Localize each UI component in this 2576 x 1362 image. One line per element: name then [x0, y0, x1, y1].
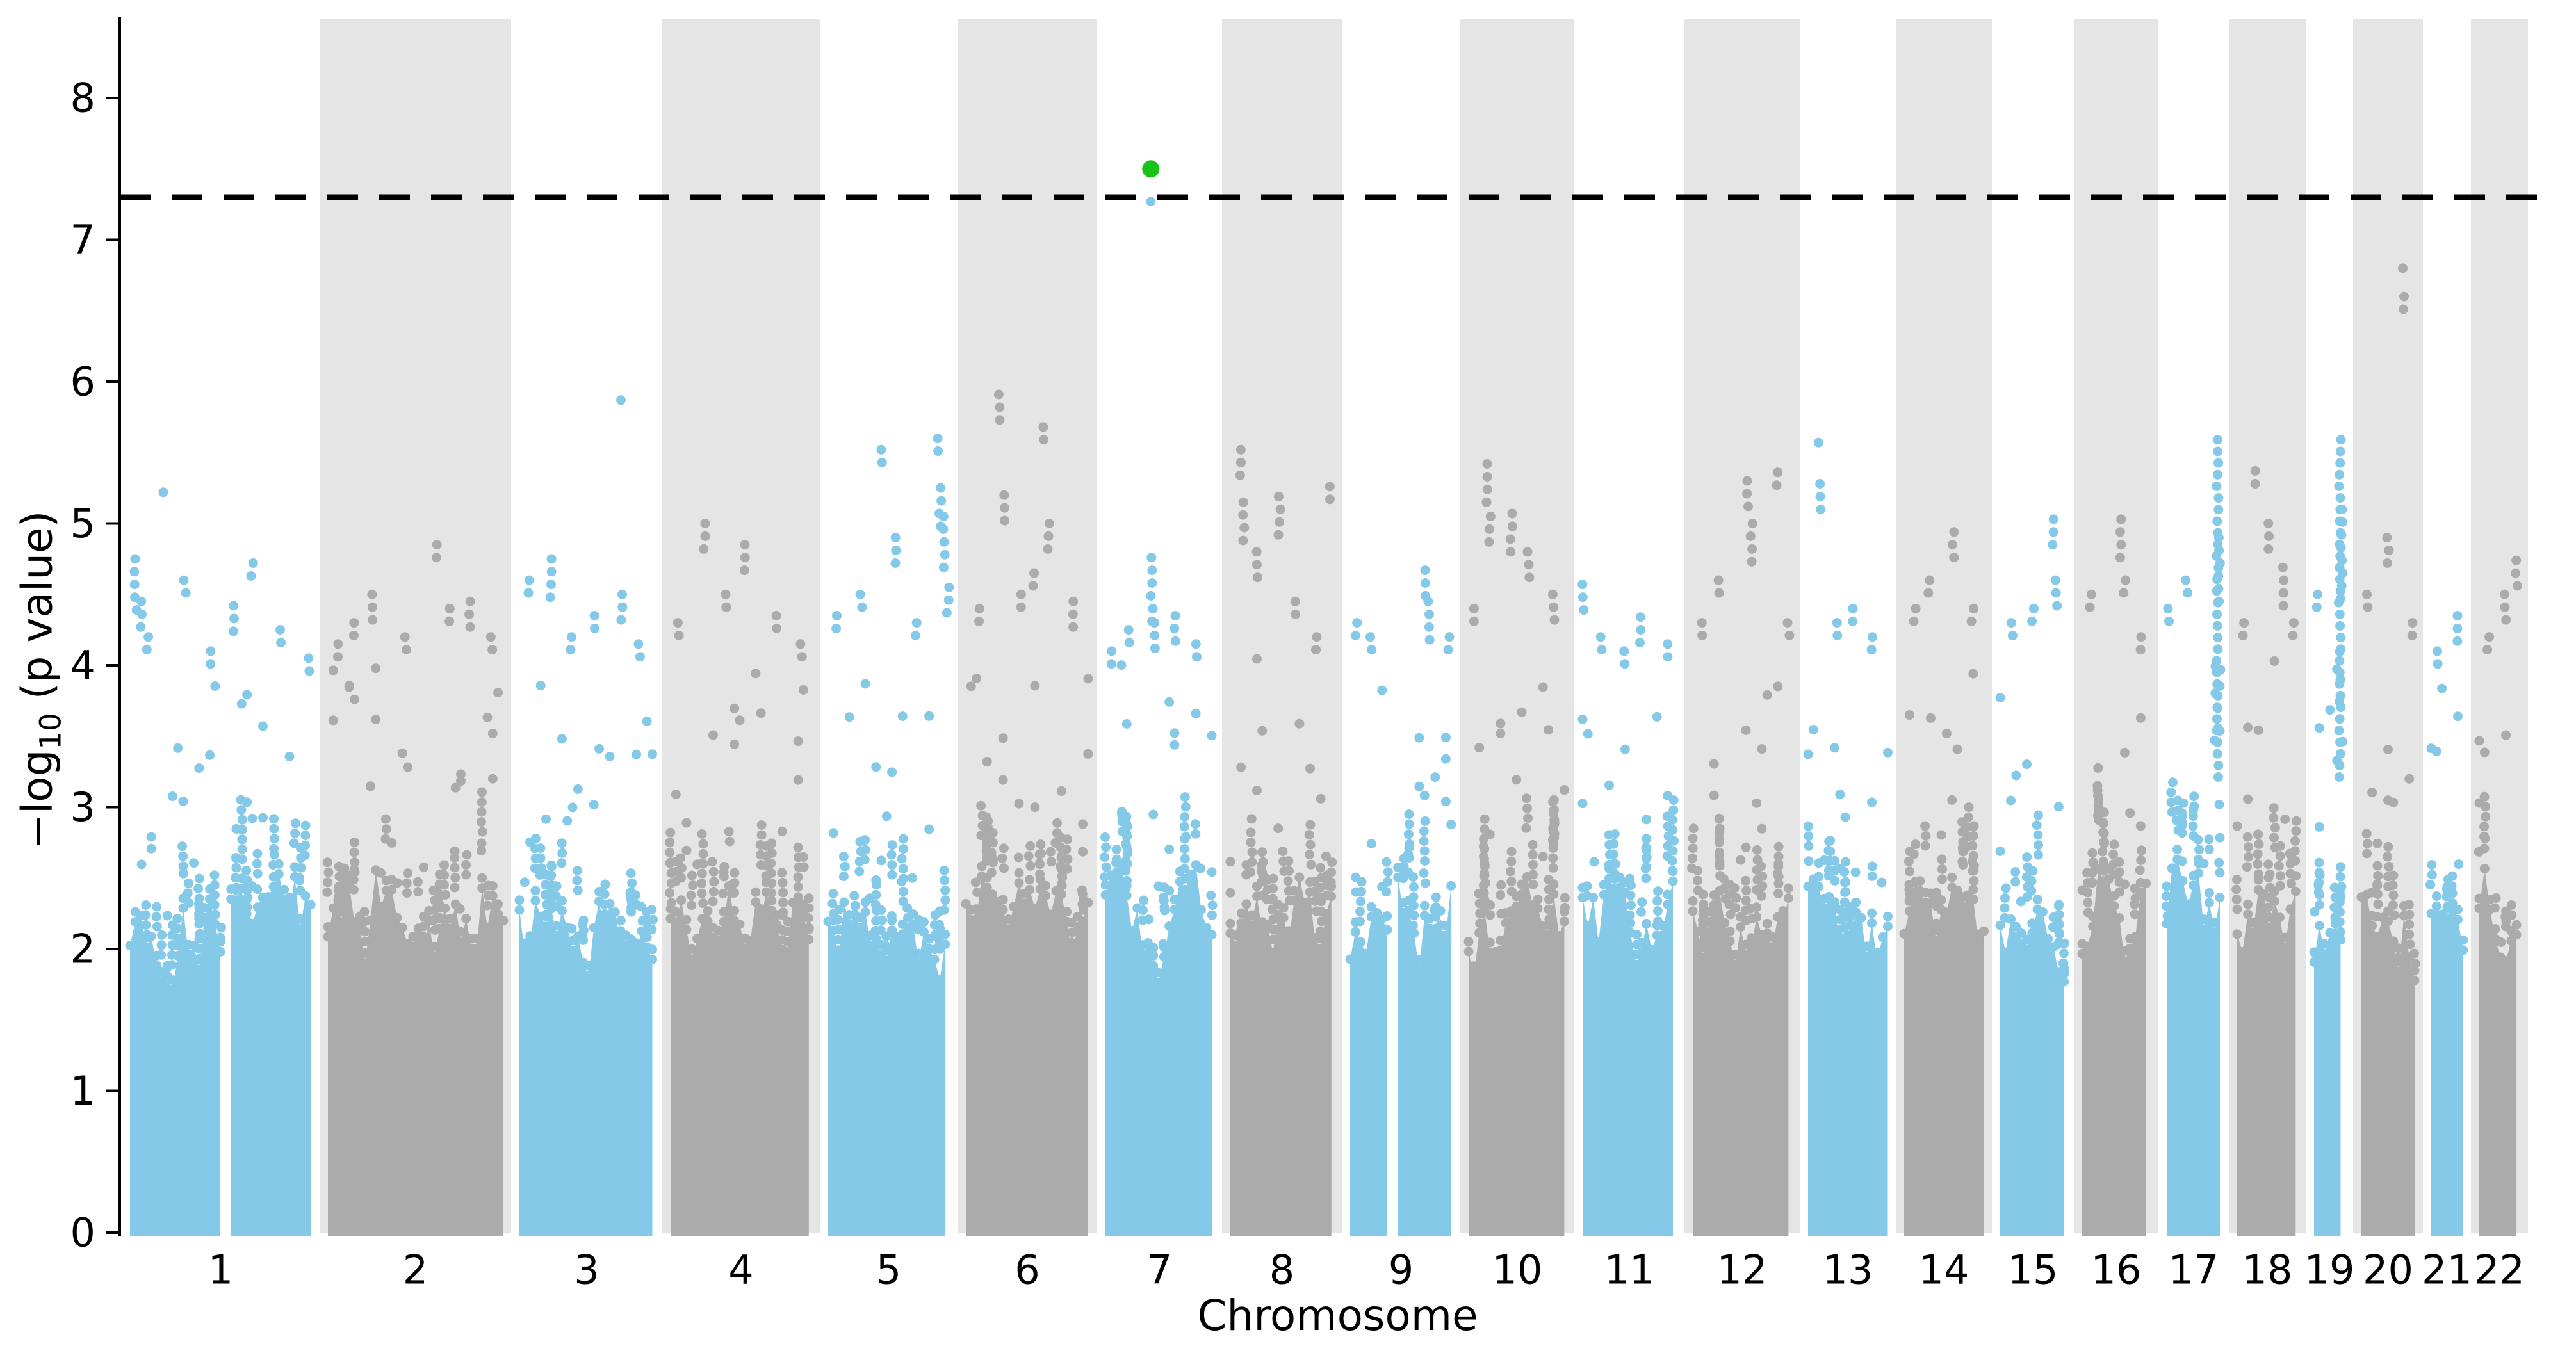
x-tick-label-chr16: 16: [2091, 1247, 2142, 1293]
dense-mass: [1904, 882, 1984, 1236]
dense-mass: [1808, 886, 1888, 1236]
chromosome-points-16: [2077, 514, 2151, 1236]
dense-mass: [828, 902, 945, 1236]
x-tick-label-chr3: 3: [574, 1247, 599, 1293]
chromosome-points-17: [2161, 435, 2226, 1236]
chromosome-points-21: [2425, 611, 2468, 1236]
dense-mass: [966, 876, 1088, 1236]
y-tick-label: 8: [70, 75, 95, 122]
x-tick-label-chr21: 21: [2422, 1247, 2472, 1293]
y-axis-title: −log10 (p value): [12, 510, 68, 850]
dense-mass: [519, 900, 653, 1236]
chromosome-points-12: [1687, 467, 1795, 1236]
dense-mass: [328, 870, 503, 1236]
chromosome-points-9: [1345, 565, 1456, 1236]
dense-mass: [1105, 864, 1212, 1236]
dense-mass: [1230, 877, 1332, 1236]
y-axis-title-subscript: 10: [33, 713, 68, 750]
x-tick-label-chr2: 2: [403, 1247, 428, 1293]
x-tick-label-chr8: 8: [1269, 1247, 1294, 1293]
dense-mass: [2000, 909, 2064, 1236]
y-axis-title-suffix: (p value): [12, 510, 62, 713]
x-tick-labels: 1 2 3 4 5 6 7 8 9 10 11 12 13 14 15 16 17 18 19 20 21 22: [208, 1247, 2525, 1293]
dense-mass: [671, 886, 809, 1236]
x-tick-label-chr9: 9: [1389, 1247, 1414, 1293]
y-tick-label: 3: [70, 784, 95, 831]
y-axis: 0 1 2 3 4 5 6 7 8: [70, 17, 121, 1256]
x-tick-label-chr7: 7: [1147, 1247, 1172, 1293]
x-tick-label-chr18: 18: [2242, 1247, 2293, 1293]
x-axis-title: Chromosome: [1197, 1291, 1478, 1340]
chromosome-points-6: [961, 389, 1093, 1236]
chromosome-points-15: [1995, 514, 2070, 1236]
y-tick-label: 0: [70, 1210, 95, 1256]
chromosome-points-2: [322, 540, 509, 1236]
y-tick-label: 6: [70, 359, 95, 405]
near-threshold-point: [1146, 197, 1156, 207]
dense-mass: [1350, 916, 1388, 1236]
chromosome-points-19: [2309, 435, 2348, 1236]
dense-mass: [130, 898, 221, 1236]
significant-hit-point: [1142, 160, 1160, 178]
dense-mass: [1398, 877, 1451, 1236]
x-tick-label-chr22: 22: [2474, 1247, 2525, 1293]
chromosome-points-3: [514, 395, 658, 1236]
chromosome-points-13: [1803, 437, 1893, 1236]
chromosome-points-18: [2231, 466, 2301, 1236]
x-tick-label-chr1: 1: [208, 1247, 233, 1293]
x-tick-label-chr11: 11: [1604, 1247, 1655, 1293]
dense-mass: [1693, 891, 1789, 1236]
x-tick-label-chr17: 17: [2169, 1247, 2219, 1293]
chromosome-points-5: [823, 434, 954, 1236]
x-tick-label-chr6: 6: [1015, 1247, 1039, 1293]
y-tick-label: 1: [70, 1067, 95, 1114]
chromosome-points-11: [1577, 580, 1679, 1236]
chromosome-points-8: [1225, 444, 1337, 1236]
x-tick-label-chr13: 13: [1823, 1247, 1873, 1293]
dense-mass: [2361, 895, 2415, 1236]
y-tick-label: 7: [70, 216, 95, 263]
dense-mass: [2237, 889, 2296, 1236]
x-tick-label-chr19: 19: [2304, 1247, 2355, 1293]
x-tick-label-chr5: 5: [876, 1247, 901, 1293]
x-tick-label-chr12: 12: [1717, 1247, 1768, 1293]
x-tick-label-chr15: 15: [2008, 1247, 2058, 1293]
y-tick-label: 2: [70, 926, 95, 973]
x-tick-label-chr20: 20: [2363, 1247, 2413, 1293]
chromosome-points-10: [1463, 459, 1570, 1236]
dense-mass: [2082, 869, 2146, 1236]
chromosome-points-4: [665, 519, 814, 1236]
y-axis-title-prefix: −log: [12, 749, 62, 850]
dense-mass: [1583, 878, 1674, 1236]
chromosome-points-14: [1899, 527, 1989, 1236]
chromosome-points-1: [125, 487, 316, 1236]
chromosome-points-20: [2356, 263, 2420, 1236]
dense-mass: [2314, 925, 2341, 1236]
y-tick-label: 5: [70, 500, 95, 547]
x-tick-label-chr14: 14: [1919, 1247, 1969, 1293]
dense-mass: [2431, 903, 2463, 1236]
y-tick-label: 4: [70, 642, 95, 689]
x-tick-label-chr4: 4: [728, 1247, 753, 1293]
dense-mass: [231, 873, 311, 1236]
dense-mass: [2167, 859, 2220, 1236]
chromosome-points-22: [2474, 555, 2522, 1236]
dense-mass: [1469, 877, 1565, 1236]
x-tick-label-chr10: 10: [1492, 1247, 1543, 1293]
chromosome-points-7: [1100, 553, 1218, 1236]
